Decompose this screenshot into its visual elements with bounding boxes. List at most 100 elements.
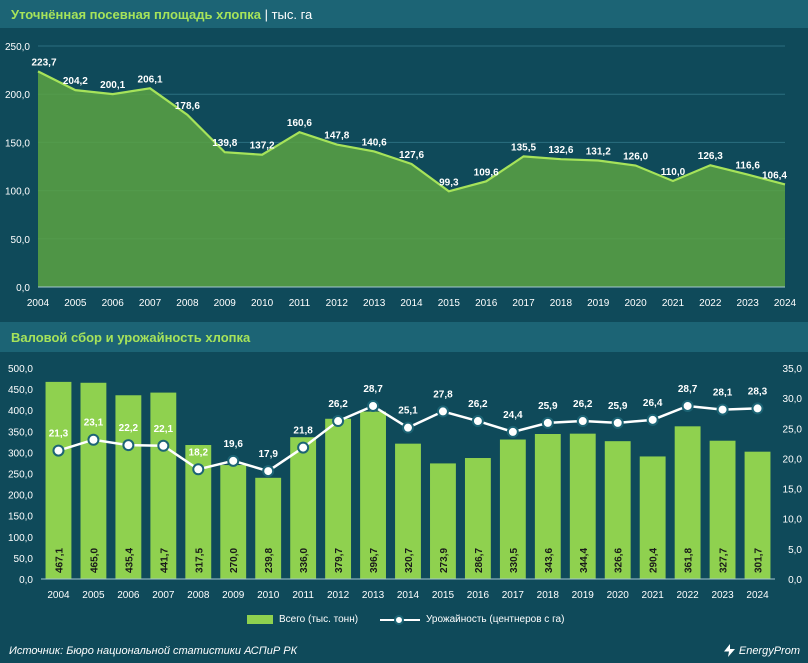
yield-data-label: 25,9: [538, 401, 558, 412]
yield-data-label: 28,1: [713, 388, 733, 399]
bar-value-label: 435,4: [124, 548, 135, 573]
bar-x-tick-label: 2012: [327, 590, 350, 601]
yield-point: [52, 444, 65, 457]
yield-data-label: 25,1: [398, 406, 418, 417]
bar-y-left-tick-label: 200,0: [8, 491, 33, 502]
bar-x-tick-label: 2008: [187, 590, 210, 601]
bar-x-tick-label: 2010: [257, 590, 280, 601]
yield-data-label: 18,2: [189, 447, 209, 458]
bar-total: [360, 411, 386, 579]
area-y-tick-label: 150,0: [5, 138, 30, 149]
bar-y-left-tick-label: 250,0: [8, 470, 33, 481]
bar-value-label: 301,7: [754, 548, 765, 573]
area-x-tick-label: 2005: [64, 298, 87, 309]
bar-value-label: 465,0: [89, 548, 100, 573]
bar-x-tick-label: 2019: [572, 590, 595, 601]
bar-y-right-tick-label: 10,0: [783, 515, 803, 526]
area-y-tick-label: 100,0: [5, 187, 30, 198]
yield-point: [506, 425, 519, 438]
bar-x-tick-label: 2016: [467, 590, 490, 601]
bar-total: [150, 392, 177, 579]
header-band-bottom: [0, 322, 808, 352]
area-x-tick-label: 2017: [512, 298, 535, 309]
yield-data-label: 26,4: [643, 398, 663, 409]
bar-total: [45, 381, 72, 579]
yield-point: [576, 415, 589, 428]
yield-point: [436, 405, 449, 418]
bar-y-left-tick-label: 350,0: [8, 427, 33, 438]
area-x-tick-label: 2006: [102, 298, 125, 309]
bar-x-tick-label: 2023: [711, 590, 734, 601]
bar-x-tick-label: 2007: [152, 590, 175, 601]
bar-total: [744, 451, 771, 579]
chart-title-area-unit-sep: |: [264, 7, 272, 22]
bar-value-label: 361,8: [684, 548, 695, 573]
yield-data-label: 28,7: [363, 384, 383, 395]
area-data-label: 223,7: [31, 57, 56, 68]
bar-total: [430, 463, 456, 579]
yield-data-label: 28,3: [748, 386, 768, 397]
bar-y-left-tick-label: 450,0: [8, 385, 33, 396]
yield-point: [541, 416, 554, 429]
area-data-label: 200,1: [100, 80, 125, 91]
yield-data-label: 27,8: [433, 389, 453, 400]
bar-total: [220, 465, 247, 579]
area-fill: [38, 71, 785, 287]
yield-point: [262, 465, 275, 478]
yield-point: [751, 402, 764, 415]
bar-y-left-tick-label: 500,0: [8, 364, 33, 375]
yield-point: [192, 463, 205, 476]
bar-value-label: 379,7: [334, 548, 345, 573]
yield-data-label: 23,1: [84, 418, 104, 429]
yield-point: [367, 399, 380, 412]
bar-x-tick-label: 2005: [82, 590, 105, 601]
bar-value-label: 336,0: [299, 548, 310, 573]
area-data-label: 99,3: [439, 177, 459, 188]
area-y-tick-label: 250,0: [5, 42, 30, 53]
bar-value-label: 320,7: [404, 548, 415, 573]
bar-y-right-tick-label: 5,0: [788, 545, 802, 556]
area-y-tick-label: 200,0: [5, 90, 30, 101]
bar-x-tick-label: 2006: [117, 590, 140, 601]
bar-total: [255, 477, 282, 579]
yield-data-label: 21,3: [49, 429, 69, 440]
area-data-label: 131,2: [586, 147, 611, 158]
bar-y-left-tick-label: 0,0: [19, 575, 33, 586]
area-data-label: 110,0: [661, 167, 686, 178]
area-data-label: 206,1: [138, 74, 163, 85]
area-x-tick-label: 2010: [251, 298, 274, 309]
yield-point: [681, 399, 694, 412]
area-x-tick-label: 2018: [550, 298, 573, 309]
area-x-tick-label: 2024: [774, 298, 797, 309]
yield-point: [402, 421, 414, 434]
yield-point: [716, 403, 729, 416]
bar-y-right-tick-label: 25,0: [783, 424, 803, 435]
bar-total: [569, 433, 596, 579]
area-x-tick-label: 2011: [289, 298, 311, 309]
area-x-tick-label: 2014: [400, 298, 423, 309]
area-x-tick-label: 2019: [587, 298, 610, 309]
yield-point: [611, 416, 624, 429]
chart-title-area: Уточнённая посевная площадь хлопка | тыс…: [11, 7, 312, 22]
area-data-label: 109,6: [474, 167, 499, 178]
area-data-label: 178,6: [175, 101, 200, 112]
bar-y-left-tick-label: 150,0: [8, 512, 33, 523]
bar-x-tick-label: 2021: [642, 590, 665, 601]
yield-point: [646, 413, 659, 426]
bar-x-tick-label: 2017: [502, 590, 525, 601]
area-x-tick-label: 2012: [326, 298, 349, 309]
area-x-tick-label: 2020: [624, 298, 647, 309]
bar-total: [674, 426, 701, 579]
legend-item-line: Урожайность (центнеров с га): [380, 614, 564, 625]
energyprom-icon: [723, 644, 735, 657]
bar-value-label: 330,5: [509, 548, 520, 573]
area-data-label: 132,6: [548, 145, 573, 156]
yield-point: [297, 441, 310, 454]
bar-value-label: 344,4: [579, 548, 590, 573]
area-data-label: 147,8: [324, 131, 349, 142]
bar-total: [709, 440, 736, 579]
brand-logo: EnergyProm: [723, 644, 800, 657]
bar-total: [499, 439, 526, 579]
yield-data-label: 26,2: [573, 399, 593, 410]
yield-point: [227, 454, 240, 467]
